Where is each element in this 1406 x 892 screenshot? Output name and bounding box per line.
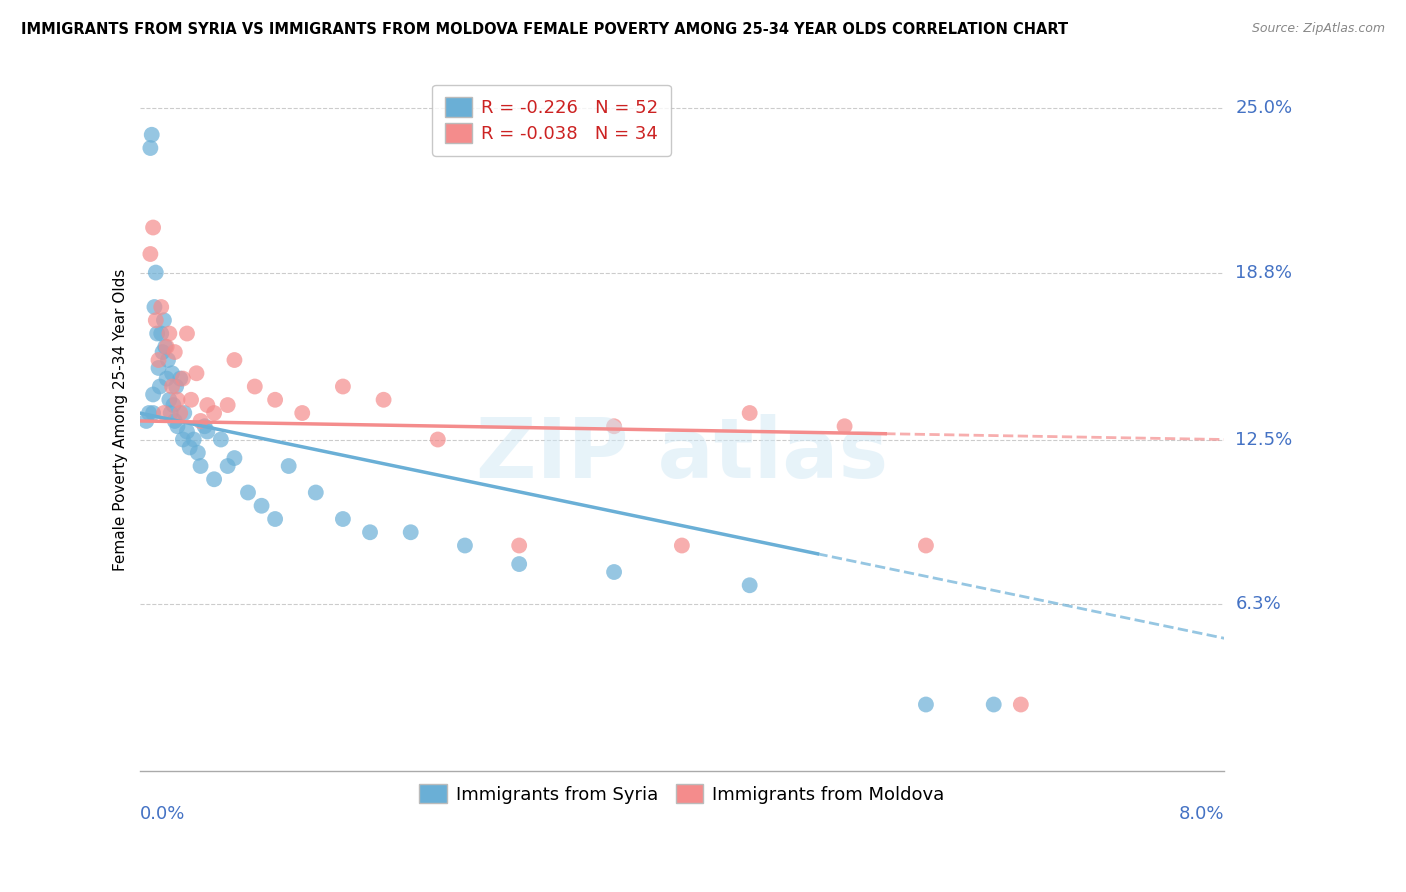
Point <box>915 698 938 712</box>
Point <box>834 419 856 434</box>
Point <box>157 326 180 341</box>
Point <box>180 392 202 407</box>
Point <box>305 485 328 500</box>
Point <box>145 313 167 327</box>
Point <box>150 326 173 341</box>
Point <box>176 326 198 341</box>
Point <box>186 366 208 380</box>
Y-axis label: Female Poverty Among 25-34 Year Olds: Female Poverty Among 25-34 Year Olds <box>114 268 128 571</box>
Point <box>373 392 395 407</box>
Point <box>139 141 162 155</box>
Point <box>195 425 218 439</box>
Point <box>149 379 172 393</box>
Point <box>250 499 273 513</box>
Point <box>150 300 173 314</box>
Point <box>139 247 162 261</box>
Point <box>426 433 449 447</box>
Point <box>264 392 287 407</box>
Point <box>165 379 187 393</box>
Point <box>291 406 314 420</box>
Point <box>152 345 174 359</box>
Point <box>166 392 188 407</box>
Point <box>159 406 181 420</box>
Point <box>332 512 354 526</box>
Text: IMMIGRANTS FROM SYRIA VS IMMIGRANTS FROM MOLDOVA FEMALE POVERTY AMONG 25-34 YEAR: IMMIGRANTS FROM SYRIA VS IMMIGRANTS FROM… <box>21 22 1069 37</box>
Point <box>194 419 217 434</box>
Point <box>176 425 198 439</box>
Point <box>156 353 179 368</box>
Point <box>983 698 1005 712</box>
Point <box>142 220 165 235</box>
Point <box>359 525 381 540</box>
Text: 0.0%: 0.0% <box>139 805 186 823</box>
Text: 12.5%: 12.5% <box>1236 431 1292 449</box>
Point <box>915 539 938 553</box>
Point <box>190 458 212 473</box>
Point <box>148 353 170 368</box>
Point <box>166 419 188 434</box>
Point <box>508 539 530 553</box>
Point <box>156 371 179 385</box>
Text: 8.0%: 8.0% <box>1178 805 1225 823</box>
Point <box>202 406 225 420</box>
Point <box>454 539 477 553</box>
Text: 6.3%: 6.3% <box>1236 595 1281 613</box>
Point <box>332 379 354 393</box>
Point <box>160 366 183 380</box>
Text: 25.0%: 25.0% <box>1236 99 1292 117</box>
Point <box>155 340 177 354</box>
Point <box>157 392 180 407</box>
Point <box>179 441 201 455</box>
Point <box>190 414 212 428</box>
Point <box>209 433 232 447</box>
Point <box>146 326 169 341</box>
Text: 18.8%: 18.8% <box>1236 263 1292 282</box>
Point <box>183 433 205 447</box>
Legend: Immigrants from Syria, Immigrants from Moldova: Immigrants from Syria, Immigrants from M… <box>412 777 952 811</box>
Text: ZIP atlas: ZIP atlas <box>475 414 889 495</box>
Point <box>399 525 422 540</box>
Point <box>153 406 176 420</box>
Point <box>172 433 194 447</box>
Text: Source: ZipAtlas.com: Source: ZipAtlas.com <box>1251 22 1385 36</box>
Point <box>169 371 191 385</box>
Point <box>135 414 157 428</box>
Point <box>163 345 186 359</box>
Point <box>202 472 225 486</box>
Point <box>277 458 299 473</box>
Point <box>173 406 195 420</box>
Point <box>162 398 184 412</box>
Point <box>243 379 266 393</box>
Point <box>195 398 218 412</box>
Point <box>738 578 761 592</box>
Point <box>224 353 246 368</box>
Point <box>156 340 179 354</box>
Point <box>148 361 170 376</box>
Point <box>224 451 246 466</box>
Point <box>142 387 165 401</box>
Point <box>217 458 239 473</box>
Point <box>508 557 530 571</box>
Point <box>143 300 166 314</box>
Point <box>217 398 239 412</box>
Point <box>153 313 176 327</box>
Point <box>145 266 167 280</box>
Point <box>141 128 163 142</box>
Point <box>138 406 160 420</box>
Point <box>671 539 693 553</box>
Point <box>187 446 209 460</box>
Point <box>236 485 259 500</box>
Point <box>169 406 191 420</box>
Point <box>738 406 761 420</box>
Point <box>163 414 186 428</box>
Point <box>603 419 626 434</box>
Point <box>264 512 287 526</box>
Point <box>172 371 194 385</box>
Point <box>1010 698 1032 712</box>
Point <box>160 379 183 393</box>
Point <box>603 565 626 579</box>
Point <box>142 406 165 420</box>
